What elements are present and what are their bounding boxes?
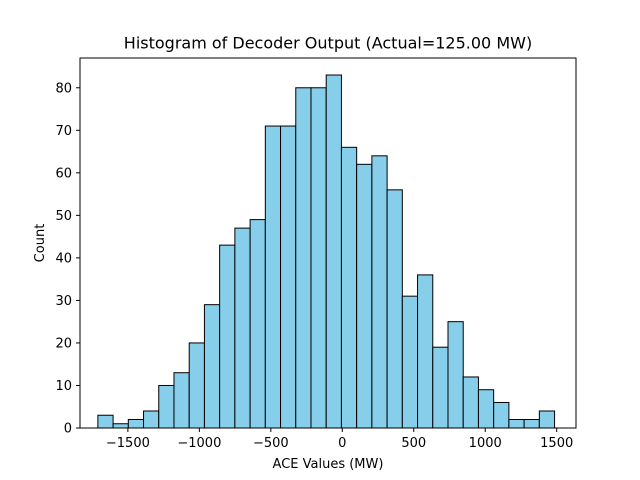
y-axis-ticks: 0 10 20 30 40 50 60 70 80: [55, 81, 80, 437]
histogram-bar: [386, 189, 403, 429]
histogram-bar: [417, 274, 434, 429]
y-tick-label: 70: [55, 124, 72, 139]
y-tick-label: 80: [55, 81, 72, 96]
plot-frame: [79, 57, 577, 429]
x-tick-label: −1500: [106, 436, 150, 451]
histogram-bar: [310, 87, 327, 429]
histogram-bar: [158, 384, 175, 429]
histogram-bar: [264, 125, 282, 429]
histogram-bar: [188, 342, 205, 429]
histogram-bar: [432, 346, 449, 429]
histogram-bar: [203, 304, 221, 429]
y-axis-label: Count: [33, 224, 48, 263]
x-axis-ticks: −1500 −1000 −500 0 500 1000 1500: [106, 428, 573, 451]
bars-group: [97, 74, 556, 429]
x-tick-label: 1500: [540, 436, 573, 451]
histogram-bar: [280, 125, 297, 429]
y-tick-label: 10: [55, 379, 72, 394]
x-tick-label: 1000: [469, 436, 502, 451]
histogram-bar: [508, 418, 525, 429]
histogram-bar: [447, 321, 464, 429]
y-tick-label: 20: [55, 336, 72, 351]
histogram-bar: [97, 414, 114, 429]
histogram-bar: [371, 155, 388, 429]
x-tick-label: −1000: [177, 436, 221, 451]
y-tick-label: 0: [64, 422, 72, 437]
histogram-bar: [356, 163, 373, 429]
chart-title: Histogram of Decoder Output (Actual=125.…: [124, 34, 532, 53]
y-tick-label: 40: [55, 251, 72, 266]
histogram-bar: [249, 219, 266, 429]
histogram-bar: [401, 295, 419, 429]
x-tick-label: 500: [401, 436, 426, 451]
histogram-bar: [493, 401, 510, 429]
histogram-bar: [112, 423, 129, 429]
histogram-bar: [523, 418, 540, 429]
y-tick-label: 60: [55, 166, 72, 181]
histogram-bar: [462, 376, 479, 429]
histogram-bar: [340, 146, 358, 429]
x-tick-label: −500: [253, 436, 289, 451]
histogram-bar: [173, 372, 190, 429]
y-tick-label: 50: [55, 209, 72, 224]
x-axis-label: ACE Values (MW): [273, 457, 384, 472]
histogram-bar: [127, 418, 145, 429]
histogram-bar: [538, 410, 556, 429]
histogram-bar: [143, 410, 160, 429]
histogram-bar: [295, 87, 312, 429]
y-tick-label: 30: [55, 294, 72, 309]
histogram-bar: [477, 389, 495, 429]
histogram-bar: [325, 74, 342, 429]
x-tick-label: 0: [338, 436, 346, 451]
histogram-bar: [234, 227, 251, 429]
histogram-bar: [219, 244, 236, 429]
